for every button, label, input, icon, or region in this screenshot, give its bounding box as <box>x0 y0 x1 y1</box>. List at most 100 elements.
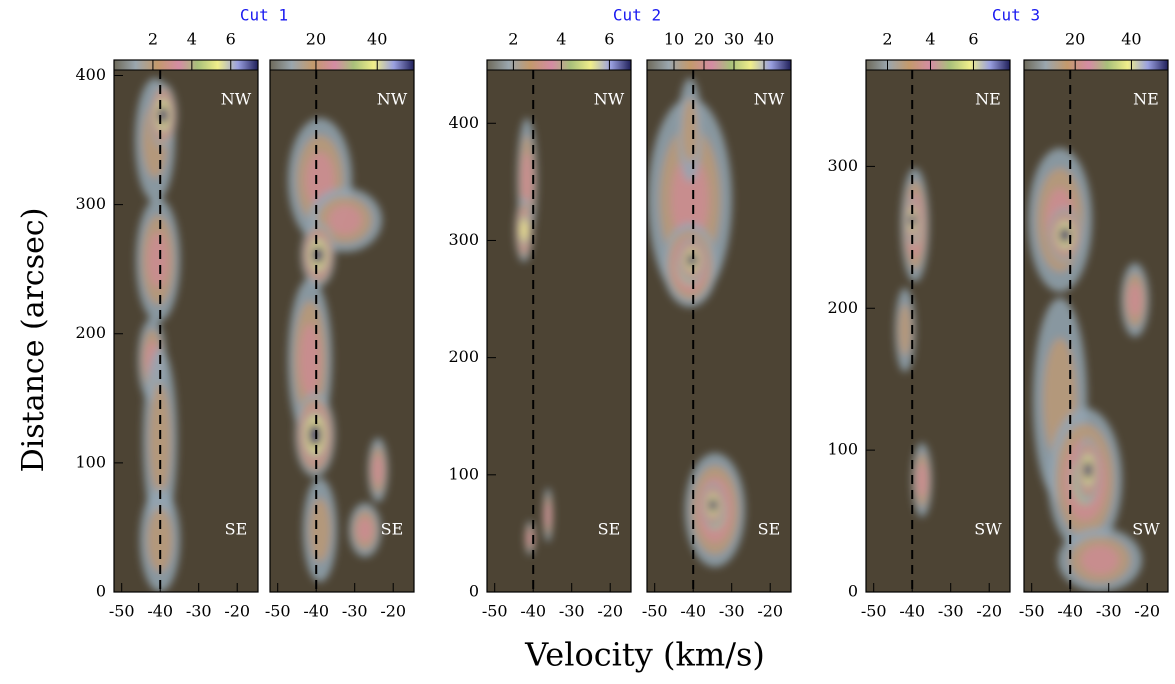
y-tick-label: 0 <box>848 582 858 601</box>
y-tick-label: 400 <box>75 65 106 84</box>
region-label: NW <box>754 90 785 109</box>
emission-contour <box>521 152 533 208</box>
colorbar-tick-label: 20 <box>694 30 714 49</box>
region-label: NW <box>221 90 252 109</box>
x-tick-label: -30 <box>1096 602 1122 621</box>
region-label: SE <box>381 520 404 539</box>
x-axis-label: Velocity (km/s) <box>524 636 765 674</box>
x-tick-label: -40 <box>899 602 925 621</box>
y-tick-label: 300 <box>448 230 479 249</box>
x-tick-label: -20 <box>380 602 406 621</box>
y-tick-label: 400 <box>448 113 479 132</box>
colorbar-tick-label: 2 <box>148 30 158 49</box>
region-label: SW <box>974 520 1002 539</box>
region-label: SE <box>758 520 781 539</box>
x-tick-label: -20 <box>976 602 1002 621</box>
x-tick-label: -40 <box>680 602 706 621</box>
colorbar-tick-label: 2 <box>508 30 518 49</box>
x-tick-label: -30 <box>186 602 212 621</box>
y-tick-label: 300 <box>827 156 858 175</box>
emission-contour <box>147 232 169 288</box>
x-tick-label: -20 <box>597 602 623 621</box>
emission <box>648 78 745 567</box>
emission-contour <box>299 323 321 397</box>
emission-contour <box>357 517 373 543</box>
emission <box>135 78 180 592</box>
emission-contour <box>520 219 528 241</box>
panel-background <box>866 60 1010 592</box>
x-tick-label: -40 <box>520 602 546 621</box>
colorbar-tick-label: 40 <box>1121 30 1141 49</box>
emission-contour <box>312 246 324 264</box>
region-label: SW <box>1132 520 1160 539</box>
x-tick-label: -50 <box>1019 602 1045 621</box>
panel-frame <box>646 59 792 593</box>
panel-frame <box>269 59 415 593</box>
x-tick-label: -40 <box>147 602 173 621</box>
x-tick-label: -50 <box>642 602 668 621</box>
emission-contour <box>670 155 710 245</box>
emission-blur <box>288 118 388 582</box>
colorbar-tick-label: 4 <box>556 30 566 49</box>
emission-contour <box>682 98 698 162</box>
colorbar-tick-label: 4 <box>187 30 197 49</box>
region-label: NE <box>1133 90 1159 109</box>
x-tick-label: -20 <box>1134 602 1160 621</box>
emission <box>515 118 553 555</box>
panel-frame <box>486 59 632 593</box>
colorbar <box>113 59 259 71</box>
cut-title: Cut 2 <box>613 6 661 25</box>
x-tick-label: -30 <box>719 602 745 621</box>
y-tick-label: 200 <box>827 298 858 317</box>
colorbar-tick-label: 40 <box>367 30 387 49</box>
region-label: NE <box>975 90 1001 109</box>
y-tick-label: 200 <box>75 323 106 342</box>
x-tick-label: -30 <box>342 602 368 621</box>
x-tick-label: -40 <box>303 602 329 621</box>
emission-blur <box>135 78 180 592</box>
emission-contour <box>898 304 912 356</box>
colorbar-tick-label: 6 <box>968 30 978 49</box>
colorbar-tick-label: 10 <box>664 30 684 49</box>
x-tick-label: -40 <box>1057 602 1083 621</box>
emission-contour <box>372 455 384 485</box>
x-tick-label: -50 <box>482 602 508 621</box>
x-tick-label: -50 <box>861 602 887 621</box>
panel-background <box>487 60 631 592</box>
region-label: SE <box>225 520 248 539</box>
emission-contour <box>149 384 171 496</box>
cut-title: Cut 1 <box>240 6 288 25</box>
y-axis-label: Distance (arcsec) <box>16 208 51 473</box>
panel-frame <box>1023 59 1169 593</box>
colorbar <box>646 59 792 71</box>
x-tick-label: -30 <box>559 602 585 621</box>
colorbar-tick-label: 30 <box>724 30 744 49</box>
emission-contour <box>1127 283 1143 317</box>
region-label: SE <box>598 520 621 539</box>
emission-contour <box>544 502 552 528</box>
colorbar <box>269 59 415 71</box>
y-tick-label: 100 <box>448 464 479 483</box>
colorbar-tick-label: 6 <box>226 30 236 49</box>
colorbar-tick-label: 40 <box>754 30 774 49</box>
emission-contour <box>708 498 718 512</box>
emission-contour <box>526 529 534 547</box>
emission <box>1028 148 1149 592</box>
colorbar-tick-label: 2 <box>882 30 892 49</box>
x-tick-label: -50 <box>109 602 135 621</box>
colorbar-tick-label: 6 <box>604 30 614 49</box>
y-tick-label: 300 <box>75 194 106 213</box>
colorbar <box>1023 59 1169 71</box>
y-tick-label: 200 <box>448 347 479 366</box>
emission-contour <box>308 423 322 447</box>
emission-contour <box>916 463 928 497</box>
y-tick-label: 0 <box>469 582 479 601</box>
x-tick-label: -20 <box>757 602 783 621</box>
colorbar-tick-label: 20 <box>306 30 326 49</box>
region-label: NW <box>594 90 625 109</box>
x-tick-label: -50 <box>265 602 291 621</box>
emission-contour <box>328 205 362 235</box>
emission <box>288 118 388 582</box>
emission-blur <box>1028 148 1149 592</box>
